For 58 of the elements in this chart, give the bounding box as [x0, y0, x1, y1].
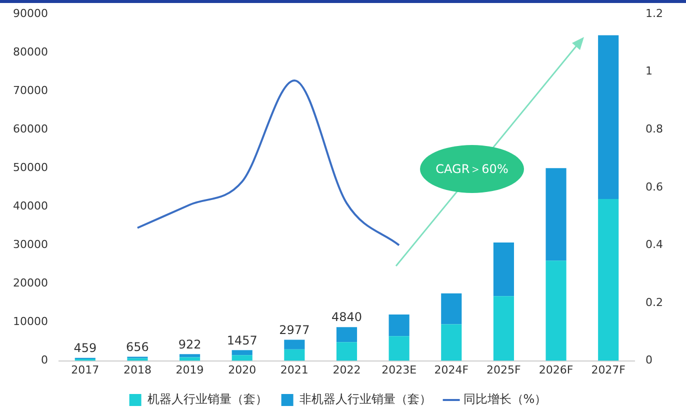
y-tick-label: 20000: [12, 276, 48, 290]
bar: [598, 198, 619, 361]
y-tick-label: 90000: [12, 6, 48, 20]
y-tick-label: 70000: [12, 84, 48, 97]
bar: [598, 35, 619, 199]
x-tick-label: 2020: [228, 363, 256, 376]
bar: [180, 357, 200, 361]
legend-label: 机器人行业销量（套）: [147, 392, 268, 406]
data-label: 459: [74, 341, 97, 355]
x-tick-label: 2018: [123, 363, 152, 376]
y-tick-label: 50000: [12, 160, 48, 174]
y2-tick-label: 0.6: [646, 180, 664, 194]
x-tick-label: 2026F: [538, 363, 574, 376]
y2-tick-label: 1.2: [646, 6, 664, 20]
x-tick-label: 2021: [280, 363, 308, 376]
x-tick-label: 2023E: [382, 363, 417, 376]
oval-badge: CAGR＞60%: [420, 145, 524, 193]
y-tick-label: 80000: [12, 45, 48, 58]
line-series: [136, 79, 400, 246]
legend-label: 同比增长（%）: [463, 392, 547, 406]
x-tick-label: 2019: [176, 363, 204, 376]
bar: [441, 324, 462, 361]
bar: [546, 260, 566, 361]
bar: [232, 355, 252, 361]
x-tick-label: 2024F: [434, 363, 469, 376]
bar: [232, 350, 252, 356]
data-label: 656: [126, 340, 149, 354]
y-tick-label: 0: [40, 354, 48, 367]
bar: [284, 340, 305, 350]
y-tick-label: 60000: [12, 122, 48, 136]
bar: [441, 293, 462, 324]
x-tick-label: 2022: [332, 363, 361, 376]
x-tick-label: 2027F: [591, 363, 626, 376]
annotation: CAGR＞60%: [436, 160, 508, 178]
x-tick-label: 2025F: [486, 363, 521, 376]
bar: [284, 349, 305, 361]
bar: [388, 314, 410, 336]
data-label: 4840: [331, 310, 362, 324]
y-tick-label: 30000: [12, 238, 48, 252]
y2-tick-label: 0.2: [646, 296, 664, 309]
data-label: 922: [178, 337, 202, 352]
bar: [546, 168, 566, 261]
y2-tick-label: 0: [646, 354, 653, 367]
y2-tick-label: 0.4: [646, 238, 664, 252]
y-tick-label: 10000: [12, 315, 48, 328]
bar: [388, 336, 410, 361]
data-label: 1457: [226, 333, 258, 348]
x-tick-label: 2017: [71, 363, 100, 376]
bar: [180, 354, 200, 358]
data-label: 2977: [279, 322, 310, 337]
legend-label: 非机器人行业销量（套）: [299, 392, 432, 406]
y-tick-label: 40000: [12, 200, 48, 213]
bar: [336, 327, 358, 342]
bar: [493, 296, 514, 361]
bar: [493, 242, 514, 296]
bar: [336, 342, 358, 361]
y2-tick-label: 0.8: [646, 122, 664, 136]
y2-tick-label: 1: [646, 64, 653, 78]
